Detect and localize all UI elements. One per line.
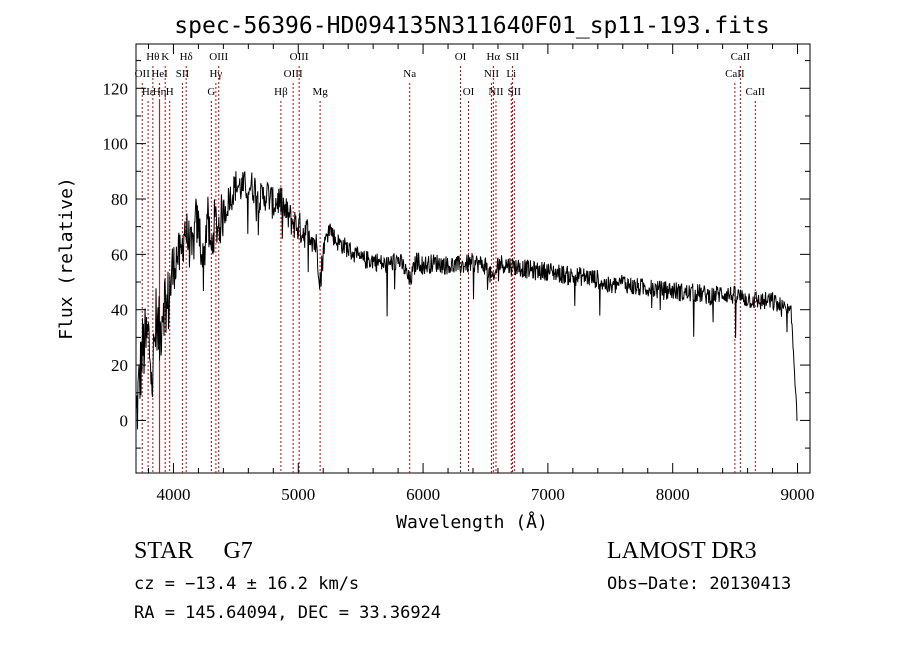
line-marker-label: CaII (725, 68, 745, 80)
line-marker-label: Hγ (209, 68, 222, 80)
survey-label: LAMOST DR3 (607, 538, 757, 564)
line-marker-label: Hθ (146, 51, 159, 63)
line-marker-label: K (161, 51, 169, 63)
line-marker-label: OIII (284, 68, 303, 80)
y-tick-label: 120 (103, 79, 129, 98)
line-marker-label: Hδ (180, 51, 193, 63)
x-tick-label: 8000 (656, 485, 690, 504)
y-tick-label: 100 (103, 135, 129, 154)
observation-date: Obs−Date: 20130413 (607, 574, 792, 594)
line-marker-label: Hβ (274, 86, 288, 98)
line-marker-label: SII (176, 68, 190, 80)
spectrum-line (135, 171, 798, 430)
line-marker-label: NII (488, 86, 504, 98)
y-tick-label: 80 (111, 190, 128, 209)
line-marker-label: Hα (486, 51, 500, 63)
line-marker-label: Na (403, 68, 416, 80)
line-marker-label: Mg (312, 86, 328, 98)
line-marker-label: OIII (209, 51, 228, 63)
coordinates-readout: RA = 145.64094, DEC = 33.36924 (134, 603, 442, 623)
line-marker-label: G (207, 86, 215, 98)
y-tick-label: 20 (111, 356, 128, 375)
line-marker-label: OIII (290, 51, 309, 63)
axis-ticks: 4000 5000 6000 7000 8000 9000 0 20 40 60 80 100 120 (103, 44, 815, 504)
line-marker-label: SII (508, 86, 522, 98)
line-marker-label: OI (463, 86, 475, 98)
line-marker-label: SII (506, 51, 520, 63)
line-marker-label: Hη (153, 86, 167, 98)
spectral-line-markers: Hθ OII Hε HeI K HHη SII Hδ G Hγ OIII Hβ OIII OIII Mg Na… (135, 51, 766, 473)
line-marker-label: H (166, 86, 174, 98)
x-tick-label: 4000 (156, 485, 190, 504)
class-label: STAR (134, 538, 194, 564)
y-axis-label: Flux (relative) (56, 177, 77, 340)
x-tick-label: 6000 (406, 485, 440, 504)
line-marker-label: NII (484, 68, 500, 80)
redshift-readout: cz = −13.4 ± 16.2 km/s (134, 574, 360, 594)
line-marker-label: OI (455, 51, 467, 63)
x-tick-label: 7000 (531, 485, 565, 504)
line-marker-label: Li (506, 68, 516, 80)
x-tick-label: 5000 (281, 485, 315, 504)
line-marker-label: OII (135, 68, 151, 80)
line-marker-label: CaII (731, 51, 751, 63)
chart-title: spec-56396-HD094135N311640F01_sp11-193.f… (174, 13, 769, 39)
line-marker-label: HeI (151, 68, 168, 80)
subclass-label: G7 (223, 538, 253, 564)
y-tick-label: 0 (120, 411, 129, 430)
x-axis-label: Wavelength (Å) (396, 511, 548, 533)
line-marker-label: CaII (746, 86, 766, 98)
y-tick-label: 60 (111, 245, 128, 264)
object-class: STAR G7 (134, 538, 253, 565)
line-marker-label: Hε (142, 86, 155, 98)
y-tick-label: 40 (111, 301, 128, 320)
x-tick-label: 9000 (781, 485, 815, 504)
spectrum-plot: spec-56396-HD094135N311640F01_sp11-193.f… (56, 13, 815, 533)
